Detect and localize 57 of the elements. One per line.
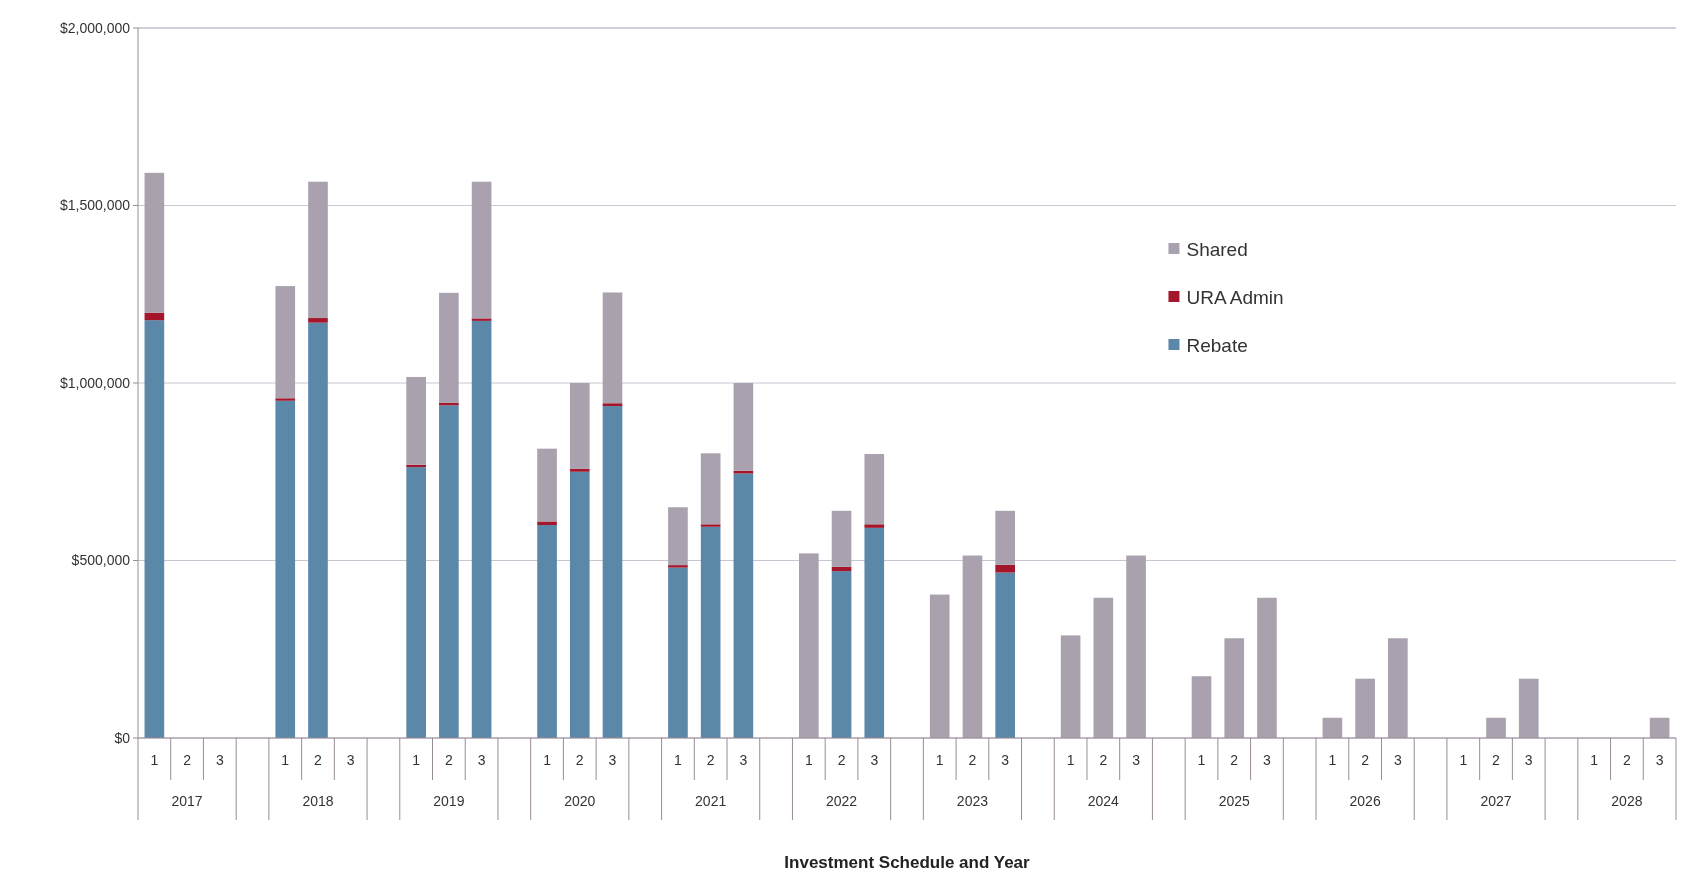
y-tick-label: $2,000,000 (59, 19, 131, 36)
x-tick-label: 2 (444, 752, 453, 768)
x-tick-label: 2 (1230, 752, 1239, 768)
text: 2026 (1349, 793, 1381, 809)
x-tick-label: 2 (314, 752, 323, 768)
y-tick-label: $1,500,000 (59, 197, 131, 214)
x-tick-label: 2 (575, 752, 584, 768)
x-tick-label: 3 (1655, 752, 1664, 768)
text: 2025 (1218, 793, 1251, 809)
text: 2018 (302, 793, 334, 809)
x-tick-label: 3 (346, 752, 355, 768)
y-tick-label: $0 (114, 729, 131, 746)
x-tick-label: 1 (150, 752, 159, 768)
text: 2019 (433, 793, 465, 809)
x-tick-label: 1 (1590, 752, 1599, 768)
x-tick-label: 1 (674, 752, 683, 768)
legend-label: Rebate (1186, 334, 1248, 356)
y-tick-label: $1,000,000 (59, 374, 131, 391)
text: 2017 (171, 793, 203, 809)
x-tick-label: 2 (706, 752, 715, 768)
x-tick-label: 1 (543, 752, 552, 768)
text: 2020 (564, 793, 596, 809)
x-tick-label: 1 (1328, 752, 1337, 768)
x-tick-label: 3 (1524, 752, 1533, 768)
x-tick-label: 3 (739, 752, 748, 768)
x-tick-label: 2 (837, 752, 846, 768)
x-tick-label: 3 (1001, 752, 1010, 768)
y-tick-label: $500,000 (71, 552, 131, 569)
x-axis-title: Investment Schedule and Year (784, 853, 1031, 872)
x-tick-label: 3 (215, 752, 224, 768)
x-tick-label: 3 (608, 752, 617, 768)
x-tick-label: 1 (412, 752, 421, 768)
legend-label: URA Admin (1186, 286, 1284, 308)
text: 2024 (1087, 793, 1120, 809)
text: 2028 (1611, 793, 1643, 809)
x-tick-label: 3 (1393, 752, 1402, 768)
text: 2027 (1480, 793, 1512, 809)
x-tick-label: 1 (804, 752, 813, 768)
x-tick-label: 1 (1197, 752, 1206, 768)
x-tick-label: 2 (1099, 752, 1108, 768)
x-tick-label: 2 (183, 752, 192, 768)
x-tick-label: 3 (1132, 752, 1141, 768)
x-tick-label: 1 (1066, 752, 1075, 768)
text: 2023 (956, 793, 989, 809)
x-tick-label: 2 (1361, 752, 1370, 768)
x-tick-label: 2 (1492, 752, 1501, 768)
x-tick-label: 3 (870, 752, 879, 768)
text: 2021 (695, 793, 727, 809)
x-tick-label: 2 (1623, 752, 1632, 768)
x-tick-label: 2 (968, 752, 977, 768)
x-tick-label: 1 (935, 752, 944, 768)
x-tick-label: 3 (1263, 752, 1272, 768)
x-tick-label: 1 (281, 752, 290, 768)
legend-label: Shared (1186, 238, 1248, 260)
text: 2022 (825, 793, 858, 809)
x-tick-label: 3 (477, 752, 486, 768)
x-tick-label: 1 (1459, 752, 1468, 768)
